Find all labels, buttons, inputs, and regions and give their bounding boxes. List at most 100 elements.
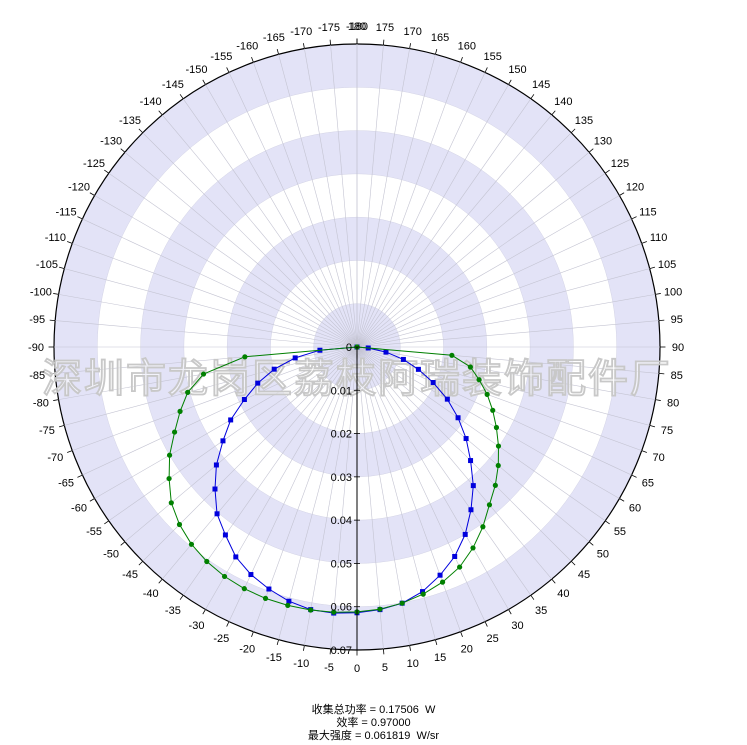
- series-2-marker: [399, 600, 405, 606]
- angle-spoke: [58, 294, 358, 348]
- angle-spoke: [182, 98, 358, 348]
- series-1-marker: [452, 553, 458, 559]
- angle-tick-mark: [619, 192, 625, 196]
- radial-axis: 0 0.01 0.02 0.03 0.04 0.05 0.06 0.07: [331, 342, 360, 657]
- angle-spoke: [356, 346, 642, 451]
- angle-tick-mark: [530, 94, 535, 100]
- angle-tick-mark: [435, 639, 438, 646]
- angle-tick-mark: [588, 148, 594, 153]
- angle-tick-mark: [649, 266, 656, 269]
- angle-tick-mark: [67, 450, 73, 453]
- angle-tick-mark: [570, 128, 576, 134]
- angle-tick-mark: [570, 560, 576, 566]
- angle-spoke: [72, 243, 358, 348]
- series-2-marker: [457, 564, 463, 570]
- angle-spoke: [253, 346, 358, 632]
- angle-tick-label: 5: [382, 662, 388, 674]
- angle-tick-mark: [276, 639, 279, 646]
- angle-spoke: [304, 48, 358, 348]
- series-1-marker: [415, 366, 421, 372]
- series-2-marker: [204, 558, 210, 565]
- angle-tick-label: 30: [511, 620, 523, 632]
- angle-tick-label: 105: [658, 259, 676, 271]
- angle-tick-label: 110: [650, 232, 668, 244]
- angle-tick-label: -160: [236, 40, 258, 52]
- series-1-marker: [430, 379, 436, 385]
- angle-spoke: [356, 172, 606, 348]
- angle-tick-mark: [226, 621, 230, 627]
- angle-tick-label: -165: [263, 32, 285, 44]
- angle-tick-mark: [202, 79, 206, 85]
- radial-tick-label: 0.01: [331, 385, 352, 397]
- angle-tick-label: 70: [653, 452, 665, 464]
- angle-spoke: [58, 346, 358, 400]
- angle-tick-label: 145: [532, 79, 550, 91]
- angle-tick-label: -10: [293, 658, 309, 670]
- angle-spoke: [330, 45, 358, 348]
- angle-spoke: [356, 62, 461, 348]
- angle-spoke: [356, 320, 659, 348]
- angle-tick-mark: [251, 57, 254, 63]
- angle-tick-label: 95: [671, 314, 683, 326]
- angle-tick-label: -15: [266, 652, 282, 664]
- angle-spoke: [356, 346, 572, 562]
- angle-spoke: [356, 84, 509, 348]
- series-2-marker: [176, 521, 183, 528]
- series-1-marker: [470, 483, 476, 489]
- angle-spoke: [356, 243, 642, 348]
- series-2-marker: [185, 389, 191, 395]
- angle-tick-mark: [409, 645, 411, 651]
- angle-tick-label: -120: [68, 182, 90, 194]
- series-1-marker: [214, 511, 220, 517]
- angle-tick-label: 20: [461, 644, 473, 656]
- series-2-marker: [262, 595, 269, 601]
- angle-tick-label: -150: [185, 64, 207, 76]
- series-1-marker: [241, 397, 247, 403]
- series-2-marker: [171, 429, 178, 435]
- angle-spoke: [64, 346, 358, 426]
- angle-spoke: [142, 132, 358, 348]
- angle-tick-label: 120: [626, 182, 644, 194]
- angle-tick-label: 45: [578, 569, 590, 581]
- series-2-marker: [470, 545, 476, 551]
- angle-tick-label: -170: [290, 26, 312, 38]
- series-2-marker: [377, 606, 383, 612]
- angle-tick-mark: [631, 216, 637, 220]
- angle-tick-label: 85: [671, 370, 683, 382]
- angle-spoke: [356, 152, 590, 348]
- angle-tick-mark: [460, 57, 463, 63]
- angle-tick-label: -135: [119, 115, 141, 127]
- angle-tick-label: -125: [83, 158, 105, 170]
- angle-tick-mark: [484, 621, 488, 627]
- radial-tick-label: 0.04: [331, 515, 352, 527]
- summary-max-intensity: 最大强度 = 0.061819 W/sr: [307, 730, 440, 742]
- angle-tick-mark: [58, 266, 65, 269]
- angle-tick-mark: [631, 474, 637, 478]
- angle-tick-mark: [649, 425, 656, 428]
- angle-spoke: [356, 346, 656, 400]
- angle-tick-label: 90: [672, 342, 684, 354]
- angle-tick-mark: [77, 474, 83, 478]
- radial-tick-label: 0.06: [331, 602, 352, 614]
- angle-tick-mark: [179, 94, 184, 100]
- series-2-marker: [168, 500, 174, 506]
- angle-tick-label: 10: [407, 658, 419, 670]
- angle-tick-mark: [158, 578, 163, 584]
- series-2-marker: [476, 377, 482, 383]
- series-1-marker: [462, 531, 468, 537]
- radial-tick-label: 0.03: [331, 472, 352, 484]
- angle-spoke: [162, 346, 358, 580]
- angle-tick-label: 155: [483, 51, 501, 63]
- angle-tick-mark: [508, 79, 512, 85]
- series-2-marker: [166, 452, 173, 458]
- angle-tick-label: 160: [458, 40, 476, 52]
- angle-spoke: [356, 294, 656, 348]
- angle-tick-mark: [251, 631, 254, 637]
- series-2-marker: [480, 524, 486, 530]
- angle-spoke: [55, 320, 358, 348]
- angle-tick-label: 75: [661, 425, 673, 437]
- angle-tick-mark: [120, 541, 126, 546]
- series-1-marker: [463, 436, 469, 442]
- angle-tick-label: -50: [103, 548, 119, 560]
- angle-tick-mark: [551, 578, 556, 584]
